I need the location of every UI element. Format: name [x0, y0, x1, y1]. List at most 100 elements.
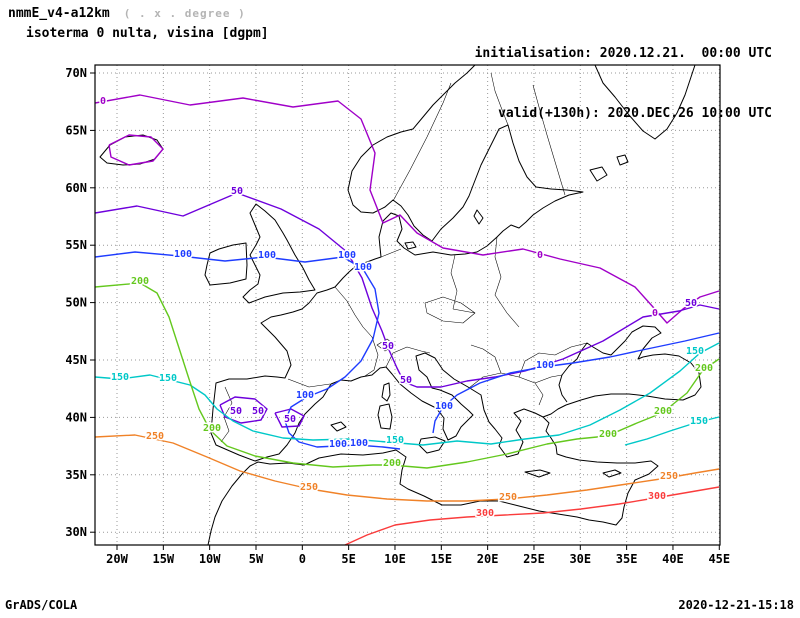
coastline-path [404, 241, 417, 250]
model-name: nmmE_v4-a12km [8, 6, 110, 21]
x-axis-labels: 20W 15W 10W 5W 0 5E 10E 15E 20E 25E 30E 35E 40E 45E [106, 552, 730, 566]
coastline-path [377, 403, 393, 430]
contour-line-50 [274, 408, 305, 428]
border-path [534, 374, 563, 384]
coastline-path [589, 166, 608, 182]
contour-label: 0 [100, 96, 106, 107]
contour-label: 50 [685, 298, 697, 309]
contour-line-50 [95, 192, 720, 388]
contour-label: 300 [648, 491, 666, 502]
contour-lines [95, 94, 720, 545]
contour-label: 250 [300, 482, 318, 493]
x-axis-tick-label: 40E [662, 552, 684, 566]
contour-label: 50 [382, 341, 394, 352]
x-axis-tick-label: 15E [430, 552, 452, 566]
coastline-path [381, 382, 391, 402]
border-path [490, 72, 509, 126]
contour-label: 150 [386, 435, 404, 446]
border-path [220, 386, 233, 443]
contour-label: 250 [660, 471, 678, 482]
border-path [334, 286, 379, 377]
contour-label: 100 [296, 390, 314, 401]
border-path [452, 308, 476, 314]
contour-label: 250 [499, 492, 517, 503]
coastline-path [242, 203, 316, 304]
header-left: nmmE_v4-a12km ( . x . degree ) [8, 4, 246, 24]
coastlines [99, 65, 702, 545]
contour-line-0 [108, 134, 164, 166]
y-axis-tick-label: 70N [65, 66, 87, 80]
contour-line-300 [344, 486, 720, 545]
contour-label: 150 [686, 346, 704, 357]
border-path [385, 346, 431, 368]
x-axis-tick-label: 20E [477, 552, 499, 566]
contour-label: 150 [111, 372, 129, 383]
border-path [424, 296, 476, 324]
contour-label: 100 [174, 249, 192, 260]
contour-line-150 [624, 416, 720, 446]
contour-label: 100 [329, 439, 347, 450]
contour-line-0 [95, 94, 720, 324]
x-axis-tick-label: 45E [708, 552, 730, 566]
x-axis-tick-label: 5E [341, 552, 355, 566]
coastline-path [616, 154, 629, 166]
contour-label: 200 [654, 406, 672, 417]
x-axis-tick-label: 5W [249, 552, 264, 566]
contour-label: 100 [435, 401, 453, 412]
contour-line-150 [95, 342, 720, 446]
field-subtitle: isoterma 0 nulta, visina [dgpm] [26, 26, 269, 41]
resolution-note: ( . x . degree ) [123, 7, 246, 20]
x-axis-tick-label: 35E [616, 552, 638, 566]
coastline-path [524, 469, 551, 478]
contour-label: 250 [146, 431, 164, 442]
border-path [380, 248, 402, 258]
contour-label: 50 [400, 375, 412, 386]
contour-label: 200 [383, 458, 401, 469]
axis-ticks [90, 72, 720, 550]
contour-line-200 [95, 282, 720, 469]
contour-label: 100 [536, 360, 554, 371]
x-axis-tick-label: 15W [152, 552, 174, 566]
contour-line-100 [432, 332, 720, 434]
contour-label: 200 [203, 423, 221, 434]
x-axis-tick-label: 25E [523, 552, 545, 566]
contour-label: 200 [131, 276, 149, 287]
y-axis-tick-label: 45N [65, 353, 87, 367]
contour-label: 100 [258, 250, 276, 261]
border-path [534, 382, 544, 406]
contour-label: 0 [652, 308, 658, 319]
y-axis-tick-label: 40N [65, 410, 87, 424]
y-axis-tick-label: 30N [65, 525, 87, 539]
coastline-path [594, 65, 696, 140]
y-axis-tick-label: 55N [65, 238, 87, 252]
contour-label: 0 [537, 250, 543, 261]
header-right: initialisation: 2020.12.21. 00:00 UTC va… [475, 4, 772, 164]
contour-label: 300 [476, 508, 494, 519]
coastline-path [330, 421, 347, 432]
y-axis-tick-label: 35N [65, 468, 87, 482]
contour-label: 100 [354, 262, 372, 273]
x-axis-tick-label: 0 [299, 552, 306, 566]
contour-label: 50 [231, 186, 243, 197]
x-axis-tick-label: 20W [106, 552, 128, 566]
x-axis-tick-label: 10E [384, 552, 406, 566]
contour-label: 100 [338, 250, 356, 261]
border-path [518, 342, 588, 378]
contour-label: 150 [690, 416, 708, 427]
y-axis-tick-label: 65N [65, 123, 87, 137]
coastline-path [254, 325, 702, 462]
coastline-path [473, 209, 484, 225]
coastline-path [602, 469, 622, 478]
coastline-path [207, 416, 659, 545]
contour-label: 200 [695, 363, 713, 374]
contour-label: 150 [159, 373, 177, 384]
x-axis-tick-label: 30E [569, 552, 591, 566]
valid-time: valid(+130h): 2020.DEC.26 10:00 UTC [498, 106, 772, 121]
contour-line-250 [95, 434, 720, 502]
border-path [392, 82, 452, 202]
plot-frame [94, 64, 721, 546]
contour-label: 50 [252, 406, 264, 417]
